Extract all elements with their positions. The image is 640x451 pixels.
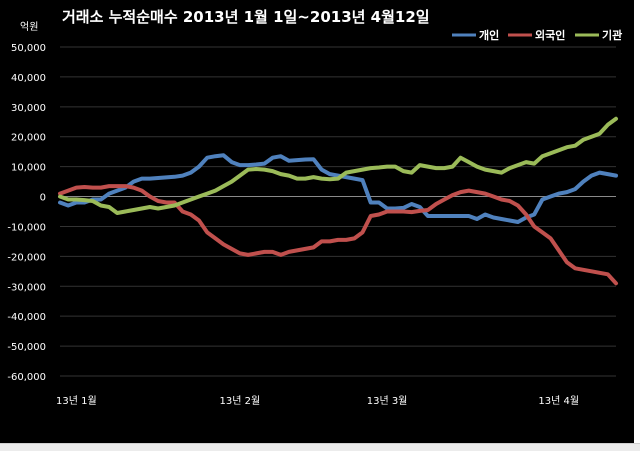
y-tick-label: 50,000 bbox=[11, 43, 46, 54]
y-tick-label: -30,000 bbox=[7, 282, 46, 293]
legend-label-institution: 기관 bbox=[602, 28, 622, 42]
gridlines bbox=[60, 46, 616, 377]
x-axis-tick-labels: 13년 1월 13년 2월 13년 3월 13년 4월 bbox=[56, 395, 579, 407]
chart-title: 거래소 누적순매수 2013년 1월 1일~2013년 4월12일 bbox=[62, 8, 430, 26]
y-tick-label: -50,000 bbox=[7, 342, 46, 353]
legend-label-individual: 개인 bbox=[479, 28, 499, 42]
series-line-foreign bbox=[58, 184, 618, 286]
y-tick-label: 30,000 bbox=[11, 103, 46, 114]
y-tick-label: -20,000 bbox=[7, 252, 46, 263]
y-axis-label: 억원 bbox=[20, 21, 38, 33]
y-tick-label: -40,000 bbox=[7, 312, 46, 323]
line-chart: 50,000 40,000 30,000 20,000 10,000 0 -10,000 -2… bbox=[7, 8, 622, 407]
x-tick-label: 13년 2월 bbox=[220, 395, 261, 407]
legend-label-foreign: 외국인 bbox=[535, 28, 565, 42]
y-tick-label: 20,000 bbox=[11, 133, 46, 144]
series-line-individual bbox=[58, 153, 618, 224]
series-lines bbox=[58, 116, 618, 286]
x-tick-label: 13년 4월 bbox=[538, 395, 579, 407]
chart-area: 50,000 40,000 30,000 20,000 10,000 0 -10,000 -2… bbox=[0, 0, 634, 443]
x-tick-label: 13년 1월 bbox=[56, 395, 97, 407]
x-tick-label: 13년 3월 bbox=[367, 395, 408, 407]
series-line-institution bbox=[58, 116, 618, 215]
y-tick-label: 0 bbox=[40, 193, 46, 204]
y-tick-label: -60,000 bbox=[7, 372, 46, 383]
sheet-strip bbox=[0, 443, 640, 451]
y-tick-label: -10,000 bbox=[7, 222, 46, 233]
y-tick-label: 10,000 bbox=[11, 163, 46, 174]
y-tick-label: 40,000 bbox=[11, 73, 46, 84]
legend: 개인 외국인 기관 bbox=[452, 28, 622, 42]
y-axis-tick-labels: 50,000 40,000 30,000 20,000 10,000 0 -10,000 -2… bbox=[7, 43, 46, 383]
